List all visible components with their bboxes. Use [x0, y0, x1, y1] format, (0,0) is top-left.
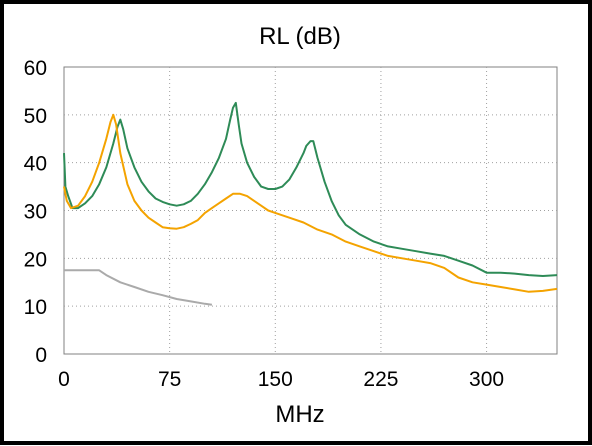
- y-axis-ticks: 0 10 20 30 40 50 60: [24, 57, 47, 367]
- x-tick-label: 150: [258, 368, 293, 391]
- x-axis-ticks: 0 75 150 225 300: [58, 368, 504, 391]
- series-line-2: [63, 113, 558, 293]
- series-line-3: [64, 269, 213, 306]
- y-tick-label: 10: [24, 296, 47, 319]
- x-axis-label: MHz: [275, 401, 324, 428]
- y-tick-label: 20: [24, 248, 47, 271]
- series-group: [63, 101, 558, 306]
- x-tick-label: 225: [363, 368, 398, 391]
- series-line-1: [63, 101, 558, 277]
- chart: RL (dB) 0 10 20 30 40 50 60 0 75 150 225 300 MHz: [24, 23, 558, 428]
- plot-area: [63, 66, 558, 355]
- y-tick-label: 0: [35, 344, 47, 367]
- y-tick-label: 50: [24, 105, 47, 128]
- y-tick-label: 30: [24, 201, 47, 224]
- x-tick-label: 0: [58, 368, 70, 391]
- chart-title: RL (dB): [259, 23, 341, 50]
- y-tick-label: 40: [24, 153, 47, 176]
- x-tick-label: 75: [158, 368, 181, 391]
- x-tick-label: 300: [469, 368, 504, 391]
- y-tick-label: 60: [24, 57, 47, 80]
